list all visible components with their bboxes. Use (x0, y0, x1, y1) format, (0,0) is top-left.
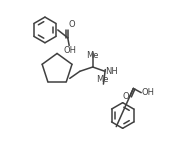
Text: OH: OH (63, 46, 76, 55)
Text: OH: OH (142, 88, 155, 97)
Text: O: O (68, 20, 75, 29)
Text: NH: NH (106, 67, 118, 75)
Text: Me: Me (87, 51, 99, 60)
Text: O: O (123, 92, 129, 102)
Text: Me: Me (96, 75, 108, 84)
